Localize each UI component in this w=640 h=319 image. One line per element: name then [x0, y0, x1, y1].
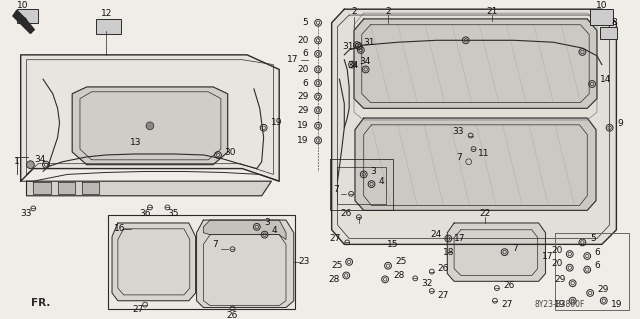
Text: 7: 7: [212, 240, 218, 249]
Text: 34: 34: [348, 61, 359, 70]
Text: 25: 25: [331, 261, 342, 270]
Bar: [600, 27, 618, 39]
Text: 2: 2: [351, 7, 357, 16]
Text: 13: 13: [130, 138, 141, 147]
Text: 21: 21: [486, 7, 498, 16]
Text: 27: 27: [438, 291, 449, 300]
Text: 19: 19: [297, 136, 308, 145]
Polygon shape: [355, 118, 596, 210]
Text: 9: 9: [618, 119, 623, 128]
Text: 18: 18: [443, 248, 454, 257]
Polygon shape: [58, 182, 75, 194]
Text: 27: 27: [329, 234, 340, 243]
Polygon shape: [330, 159, 393, 210]
Text: 23: 23: [299, 257, 310, 266]
Polygon shape: [196, 220, 294, 308]
Text: 8Y23-B3800F: 8Y23-B3800F: [535, 300, 585, 309]
Text: 6: 6: [594, 261, 600, 270]
Polygon shape: [112, 223, 196, 301]
Text: 3: 3: [264, 219, 270, 227]
Polygon shape: [13, 10, 35, 33]
Text: 8: 8: [612, 18, 618, 27]
Text: 17: 17: [454, 234, 466, 243]
Text: 29: 29: [297, 92, 308, 101]
Text: FR.: FR.: [31, 298, 51, 308]
Text: 6: 6: [594, 248, 600, 257]
Text: 31: 31: [364, 38, 375, 47]
Text: 20: 20: [552, 246, 563, 255]
Polygon shape: [332, 9, 616, 244]
Text: 4: 4: [378, 177, 384, 186]
Text: 26: 26: [438, 264, 449, 273]
Polygon shape: [354, 19, 597, 108]
Text: 27: 27: [502, 300, 513, 309]
Text: 25: 25: [396, 257, 407, 266]
Polygon shape: [20, 55, 279, 181]
Text: 11: 11: [479, 149, 490, 158]
Text: 31: 31: [342, 41, 354, 51]
Text: 7: 7: [333, 185, 339, 195]
Text: 7: 7: [456, 153, 462, 162]
Bar: [590, 9, 614, 25]
Text: 30: 30: [225, 148, 236, 157]
Circle shape: [26, 161, 35, 168]
Text: 19: 19: [271, 118, 283, 127]
Text: 7: 7: [513, 244, 518, 253]
Text: 24: 24: [430, 230, 442, 239]
Text: 19: 19: [611, 300, 622, 309]
Text: 16: 16: [114, 224, 125, 233]
Text: 5: 5: [590, 234, 596, 243]
Text: 15: 15: [387, 240, 399, 249]
Text: 35: 35: [168, 209, 179, 218]
Text: 20: 20: [297, 36, 308, 45]
Text: 26: 26: [227, 311, 238, 319]
Bar: [108, 215, 295, 309]
Text: 17: 17: [287, 55, 299, 64]
Text: 20: 20: [297, 65, 308, 74]
Polygon shape: [33, 182, 51, 194]
Polygon shape: [82, 182, 99, 194]
Text: 29: 29: [554, 275, 566, 284]
Text: 5: 5: [303, 18, 308, 27]
Circle shape: [146, 122, 154, 130]
Text: 29: 29: [597, 285, 609, 293]
Text: 1: 1: [14, 157, 20, 166]
Text: 6: 6: [303, 78, 308, 87]
Text: 34: 34: [359, 57, 371, 66]
Text: 28: 28: [393, 271, 404, 280]
Text: 33: 33: [20, 209, 32, 218]
Text: 22: 22: [479, 209, 491, 218]
Text: 27: 27: [132, 305, 144, 314]
Text: 33: 33: [452, 127, 464, 136]
Text: 14: 14: [600, 75, 611, 84]
Text: 17: 17: [541, 251, 553, 261]
Text: 20: 20: [552, 259, 563, 268]
Polygon shape: [447, 223, 545, 281]
Text: 3: 3: [371, 167, 376, 176]
Text: 26: 26: [504, 281, 515, 290]
Text: 28: 28: [328, 275, 339, 284]
Polygon shape: [26, 181, 271, 196]
Text: 19: 19: [554, 300, 566, 309]
Text: 6: 6: [303, 49, 308, 58]
Text: 29: 29: [297, 106, 308, 115]
Bar: [17, 9, 38, 23]
Text: 4: 4: [271, 226, 277, 235]
Text: 10: 10: [17, 1, 28, 10]
Bar: [97, 19, 121, 34]
Text: 32: 32: [421, 279, 433, 288]
Text: 26: 26: [340, 209, 352, 218]
Text: 19: 19: [297, 121, 308, 130]
Polygon shape: [337, 167, 386, 204]
Polygon shape: [72, 87, 228, 165]
Text: 10: 10: [596, 1, 607, 10]
Text: 36: 36: [140, 209, 151, 218]
Text: 34: 34: [35, 155, 46, 164]
Text: 2: 2: [385, 7, 391, 16]
Text: 12: 12: [100, 9, 112, 18]
Polygon shape: [204, 220, 286, 240]
